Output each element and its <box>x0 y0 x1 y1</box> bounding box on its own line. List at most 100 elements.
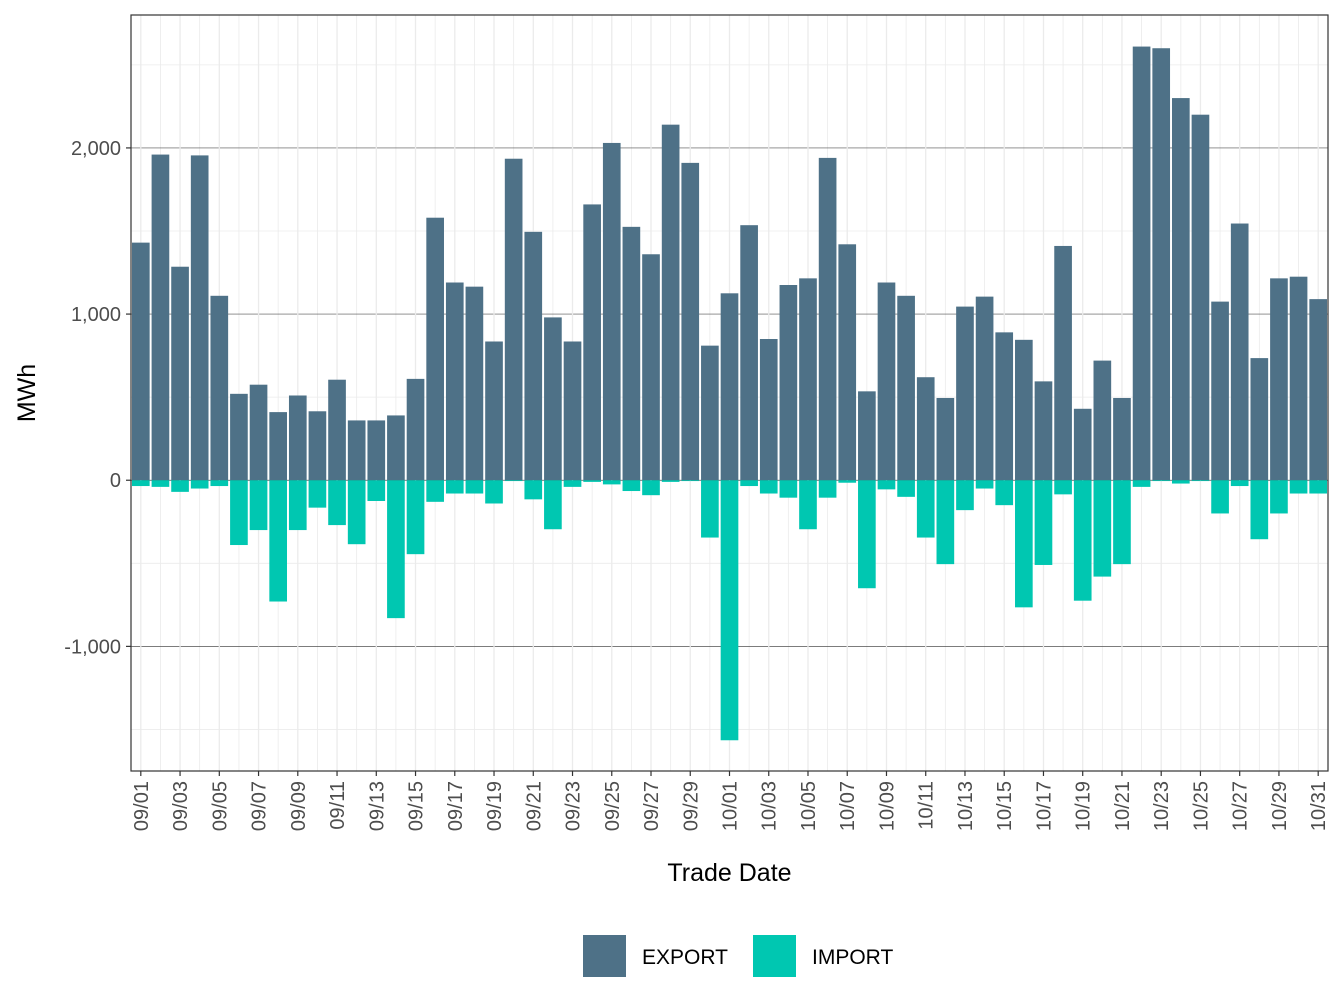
bar-import-10-18 <box>1054 480 1072 495</box>
bar-import-09-15 <box>406 480 425 555</box>
x-tick-label: 10/03 <box>759 781 781 831</box>
x-tick-label: 09/07 <box>249 781 271 831</box>
bar-import-10-21 <box>1113 480 1131 565</box>
bar-export-09-03 <box>171 266 189 481</box>
bar-export-09-04 <box>190 155 209 481</box>
y-axis: -1,000 0 1,000 2,000 <box>64 138 131 658</box>
bar-export-09-23 <box>563 341 582 481</box>
bar-import-09-29 <box>681 480 700 482</box>
x-tick-label: 10/11 <box>916 781 938 830</box>
bar-import-09-08 <box>269 480 288 602</box>
bar-import-09-25 <box>602 480 621 485</box>
legend-label-import: IMPORT <box>812 946 893 969</box>
bar-import-09-07 <box>249 480 268 531</box>
bar-import-09-20 <box>504 480 523 482</box>
x-tick-label: 10/09 <box>876 781 898 831</box>
bar-import-10-29 <box>1270 480 1288 514</box>
bar-import-09-03 <box>171 480 189 492</box>
bar-export-10-11 <box>916 377 935 481</box>
bar-import-10-02 <box>740 480 758 487</box>
bar-import-09-21 <box>524 480 543 500</box>
bar-export-10-21 <box>1113 397 1131 481</box>
legend: EXPORT IMPORT <box>583 935 893 977</box>
bar-export-09-05 <box>210 295 229 481</box>
bar-export-09-15 <box>406 378 425 481</box>
bar-export-10-16 <box>1015 339 1033 481</box>
bar-import-09-06 <box>230 480 248 546</box>
bar-import-09-10 <box>308 480 327 508</box>
x-tick-label: 10/19 <box>1073 781 1095 831</box>
bar-import-09-14 <box>387 480 405 619</box>
bar-import-10-01 <box>720 480 739 741</box>
x-tick-label: 10/15 <box>994 781 1016 831</box>
bar-export-10-17 <box>1034 381 1053 481</box>
bar-import-10-05 <box>799 480 817 530</box>
x-tick-label: 09/17 <box>445 781 467 831</box>
bar-import-10-22 <box>1132 480 1151 487</box>
bar-export-09-09 <box>288 395 307 481</box>
bar-import-10-10 <box>897 480 915 497</box>
x-tick-label: 09/01 <box>131 781 153 831</box>
x-tick-label: 09/09 <box>288 781 310 831</box>
bar-import-09-05 <box>210 480 229 487</box>
bar-export-09-12 <box>347 420 366 481</box>
bar-export-09-24 <box>583 204 601 481</box>
bar-import-09-09 <box>288 480 307 531</box>
bar-import-10-14 <box>975 480 994 489</box>
bar-export-10-05 <box>799 278 817 481</box>
bar-export-10-27 <box>1230 223 1249 481</box>
bar-export-09-18 <box>465 286 484 481</box>
bar-export-10-23 <box>1152 48 1171 481</box>
bar-import-09-24 <box>583 480 601 482</box>
legend-key-export <box>583 935 626 977</box>
bar-import-09-04 <box>190 480 209 489</box>
bar-export-09-20 <box>504 158 523 481</box>
bar-import-09-01 <box>131 480 150 487</box>
bar-export-09-08 <box>269 412 288 481</box>
bar-export-10-02 <box>740 225 758 481</box>
x-tick-label: 10/27 <box>1230 781 1252 831</box>
bar-export-10-18 <box>1054 245 1072 481</box>
bar-export-10-25 <box>1191 114 1210 481</box>
bar-export-10-24 <box>1171 98 1190 481</box>
bar-export-10-13 <box>956 306 974 481</box>
x-axis-title: Trade Date <box>667 859 791 887</box>
bar-import-10-16 <box>1015 480 1033 608</box>
x-tick-label: 09/13 <box>366 781 388 831</box>
x-tick-label: 09/03 <box>170 781 192 831</box>
bar-export-09-01 <box>131 242 150 481</box>
x-tick-label: 10/17 <box>1033 781 1055 831</box>
bar-import-10-07 <box>838 480 857 483</box>
bar-import-10-09 <box>877 480 896 490</box>
y-tick-label: 1,000 <box>71 304 121 326</box>
bar-export-09-02 <box>151 154 170 481</box>
x-tick-label: 09/19 <box>484 781 506 831</box>
bar-import-09-26 <box>622 480 641 492</box>
bar-export-10-31 <box>1309 299 1328 481</box>
bar-export-09-26 <box>622 226 641 481</box>
bar-export-09-30 <box>701 345 719 481</box>
bar-export-10-26 <box>1211 301 1229 481</box>
x-tick-label: 10/29 <box>1269 781 1291 831</box>
bar-import-09-28 <box>661 480 680 482</box>
bar-import-09-16 <box>426 480 444 502</box>
bar-export-10-08 <box>858 391 876 481</box>
bar-export-09-29 <box>681 162 700 481</box>
bar-export-10-10 <box>897 295 915 481</box>
x-tick-label: 09/15 <box>406 781 428 831</box>
bar-export-10-15 <box>995 332 1014 481</box>
bar-export-10-29 <box>1270 278 1288 481</box>
bar-export-10-03 <box>759 339 778 481</box>
bar-import-09-22 <box>544 480 562 530</box>
bar-import-10-04 <box>779 480 798 498</box>
bar-import-10-11 <box>916 480 935 538</box>
x-tick-label: 09/25 <box>602 781 624 831</box>
bar-export-10-12 <box>936 397 955 481</box>
bar-export-09-07 <box>249 384 268 481</box>
bar-import-09-19 <box>485 480 503 504</box>
bar-import-10-28 <box>1250 480 1269 540</box>
x-tick-label: 10/07 <box>837 781 859 831</box>
bar-export-09-25 <box>602 142 621 481</box>
x-tick-label: 10/25 <box>1190 781 1212 831</box>
y-tick-label: 0 <box>110 470 121 492</box>
